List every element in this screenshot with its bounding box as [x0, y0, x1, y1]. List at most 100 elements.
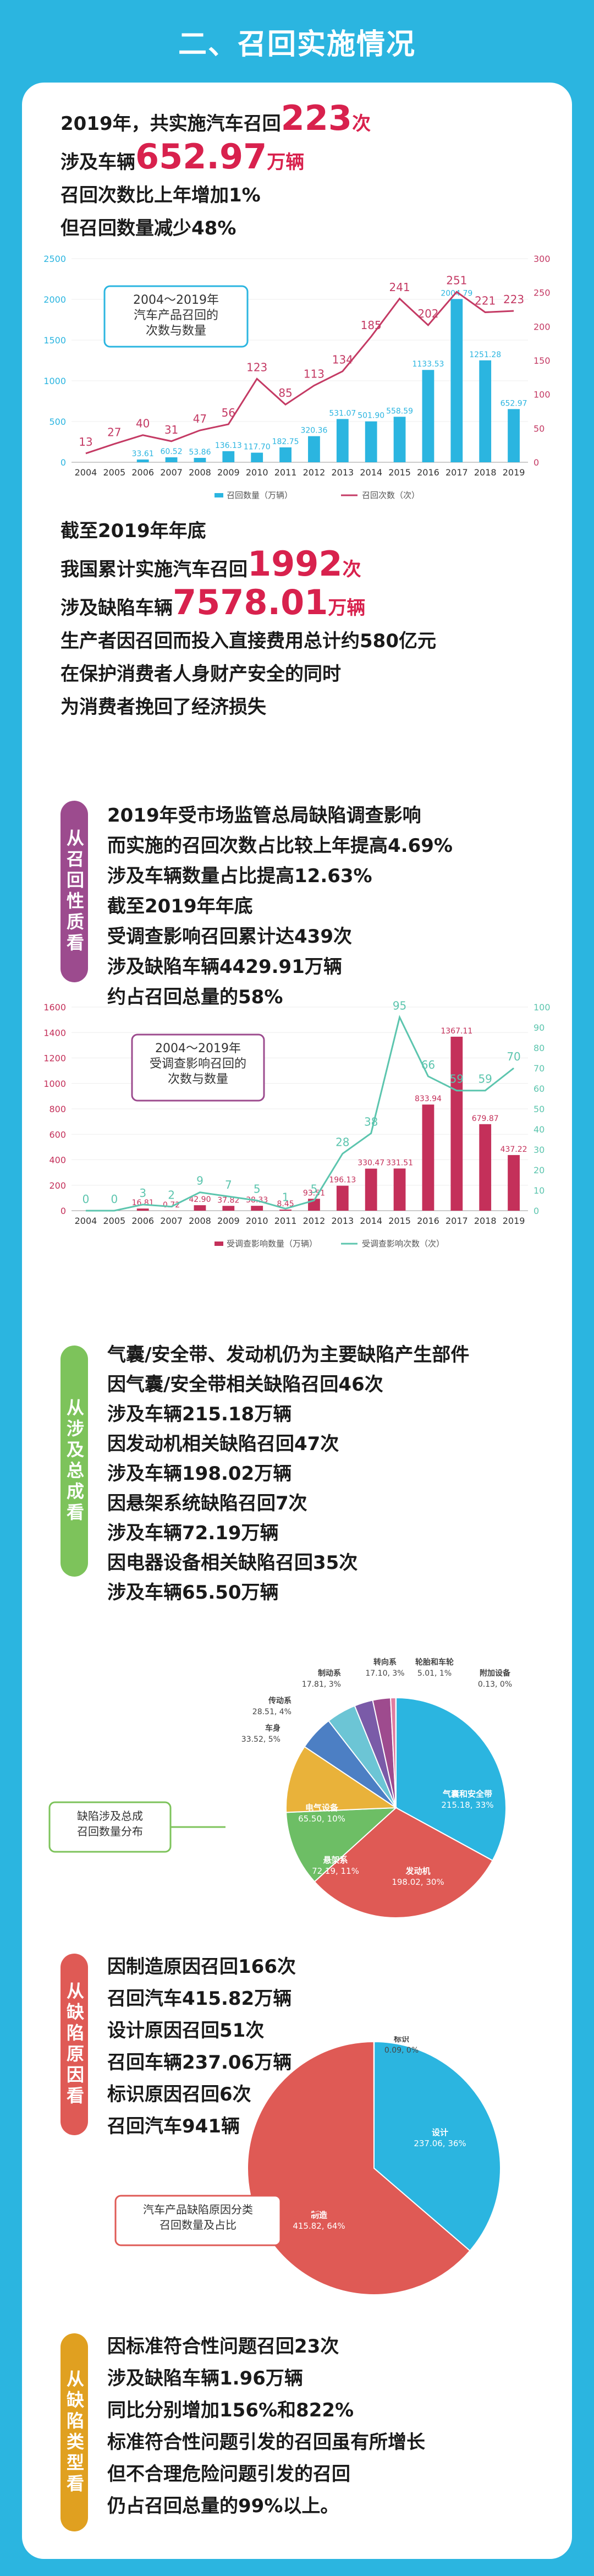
x-tick: 2009 [217, 1216, 240, 1226]
legend-swatch [215, 493, 223, 497]
line-label: 223 [503, 293, 524, 306]
chart-title: 2004～2019年 [155, 1042, 241, 1055]
chart-title: 召回数量分布 [77, 1825, 143, 1838]
unit-times: 次 [342, 559, 361, 581]
slice-label: 转向系 [373, 1658, 397, 1667]
line-label: 38 [364, 1115, 378, 1128]
bar [222, 1206, 235, 1211]
slice-label: 制动系 [318, 1669, 341, 1678]
bullet-line: 召回汽车941辆 [107, 2115, 240, 2137]
bullet-line: 受调查影响召回累计达439次 [107, 926, 352, 948]
bullet-line: 涉及车辆215.18万辆 [107, 1403, 292, 1425]
chart-title: 汽车产品召回的 [134, 309, 218, 322]
sidebar-label: 从涉及总成看 [64, 1398, 85, 1524]
line-label: 27 [107, 426, 121, 439]
bar-label: 558.59 [386, 407, 413, 415]
chart-title-box [131, 1033, 265, 1102]
bar [279, 447, 292, 462]
bullet-line: 2019年受市场监管总局缺陷调查影响 [107, 805, 421, 827]
bar-label: 679.87 [472, 1114, 499, 1123]
line-label: 5 [254, 1183, 261, 1196]
line-label: 221 [475, 294, 496, 307]
slice-value: 28.51, 4% [252, 1708, 292, 1716]
summary-cumulative: 截至2019年年底 我国累计实施汽车召回1992次 涉及缺陷车辆7578.01万… [61, 515, 436, 724]
bullet-line: 仍占召回总量的99%以上。 [107, 2495, 339, 2517]
y-tick-right: 20 [534, 1165, 544, 1175]
bar-label: 330.47 [358, 1159, 384, 1168]
x-tick: 2008 [189, 467, 211, 478]
bar-label: 437.22 [501, 1145, 527, 1154]
bar [479, 1124, 492, 1211]
summary-text: 我国累计实施汽车召回 [61, 559, 248, 581]
slice-label: 悬架系 [323, 1855, 348, 1865]
slice-label: 车身 [265, 1724, 280, 1733]
line-label: 47 [193, 412, 207, 425]
x-tick: 2013 [331, 467, 354, 478]
bar-label: 37.82 [217, 1196, 239, 1205]
bar [251, 452, 263, 462]
y-tick-left: 1400 [43, 1027, 66, 1038]
x-tick: 2011 [274, 467, 297, 478]
chart-title: 汽车产品缺陷原因分类 [143, 2203, 253, 2216]
slice-value: 215.18, 33% [441, 1800, 493, 1810]
vehicles-total: 7578.01 [173, 582, 328, 622]
bar-label: 33.61 [132, 450, 154, 458]
page-title: 二、召回实施情况 [178, 28, 416, 61]
unit-vehicles: 万辆 [267, 151, 305, 173]
bar-label: 182.75 [272, 437, 299, 446]
x-tick: 2004 [75, 1216, 97, 1226]
y-tick-right: 40 [534, 1124, 544, 1135]
x-tick: 2016 [417, 1216, 439, 1226]
legend-label: 受调查影响数量（万辆） [227, 1239, 317, 1249]
recall-count-total: 1992 [248, 544, 343, 584]
sidebar-label: 从缺陷原因看 [64, 1982, 85, 2107]
y-tick-left: 600 [49, 1129, 66, 1140]
y-tick-right: 60 [534, 1084, 544, 1094]
bar-label: 652.97 [501, 399, 527, 408]
slice-value: 5.01, 1% [417, 1669, 452, 1678]
y-tick-right: 200 [534, 321, 551, 332]
sidebar-nature: 从召回性质看 [61, 801, 88, 982]
line-label: 185 [361, 319, 382, 332]
summary-text: 召回次数比上年增加1% [61, 184, 261, 206]
bar [222, 451, 235, 462]
y-tick-left: 0 [61, 1206, 66, 1216]
x-tick: 2017 [446, 1216, 468, 1226]
y-tick-left: 1000 [43, 376, 66, 386]
bar [165, 457, 178, 462]
y-tick-left: 200 [49, 1180, 66, 1191]
slice-value: 17.10, 3% [365, 1669, 404, 1678]
x-tick: 2004 [75, 467, 97, 478]
unit-times: 次 [352, 113, 371, 135]
bar [365, 421, 377, 462]
bullet-line: 同比分别增加156%和822% [107, 2399, 354, 2421]
y-tick-right: 300 [534, 254, 551, 264]
bullet-line: 涉及缺陷车辆4429.91万辆 [107, 956, 342, 978]
slice-value: 237.06, 36% [414, 2139, 466, 2148]
slice-value: 17.81, 3% [302, 1680, 341, 1689]
bar [336, 419, 349, 462]
bar [251, 1206, 263, 1211]
pie-slice [285, 1807, 398, 1883]
series-line [85, 291, 514, 455]
type-text: 因标准符合性问题召回23次 涉及缺陷车辆1.96万辆 同比分别增加156%和822%… [107, 2331, 425, 2522]
x-tick: 2013 [331, 1216, 354, 1226]
bullet-line: 标识原因召回6次 [107, 2083, 251, 2105]
slice-value: 65.50, 10% [298, 1814, 345, 1824]
x-tick: 2014 [360, 1216, 382, 1226]
cause-text: 因制造原因召回166次 召回汽车415.82万辆 设计原因召回51次 召回车辆237.… [107, 1951, 296, 2142]
x-tick: 2010 [246, 1216, 268, 1226]
y-tick-right: 90 [534, 1022, 544, 1033]
bar-label: 1251.28 [469, 351, 501, 359]
x-tick: 2007 [160, 1216, 183, 1226]
line-label: 202 [417, 307, 438, 320]
bar [508, 409, 520, 462]
line-label: 40 [136, 417, 150, 430]
bar-label: 53.86 [189, 448, 211, 457]
bar [450, 299, 463, 462]
investigation-chart: 0200400600800100012001400160001020304050… [43, 999, 550, 1249]
x-tick: 2019 [503, 1216, 525, 1226]
bar [422, 1104, 435, 1211]
y-tick-right: 50 [534, 423, 544, 434]
